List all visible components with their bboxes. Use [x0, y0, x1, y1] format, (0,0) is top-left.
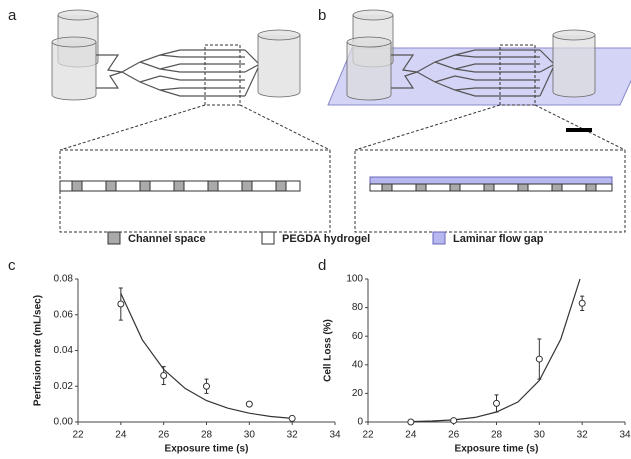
x-tick-label: 24 — [115, 430, 127, 441]
panel-label: c — [8, 257, 16, 274]
panel-label: d — [318, 257, 326, 274]
legend-label: PEGDA hydrogel — [282, 233, 370, 245]
data-point — [203, 382, 210, 390]
y-axis-title: Perfusion rate (mL/sec) — [33, 295, 44, 406]
y-axis-title: Cell Loss (%) — [323, 319, 334, 382]
y-tick-label: 60 — [352, 331, 364, 342]
y-tick-label: 40 — [352, 359, 364, 370]
x-tick-label: 26 — [158, 430, 170, 441]
x-tick-label: 26 — [448, 430, 460, 441]
y-tick-label: 80 — [352, 302, 364, 313]
x-tick-label: 32 — [287, 430, 299, 441]
panel-label: b — [318, 7, 326, 24]
diagram-a — [51, 9, 331, 233]
x-tick-label: 28 — [201, 430, 213, 441]
y-tick-label: 0.02 — [54, 381, 74, 392]
fit-curve — [120, 293, 293, 419]
diagram-b — [327, 9, 631, 233]
y-tick-label: 20 — [352, 388, 364, 399]
data-point — [493, 399, 500, 407]
cross-section-b — [369, 176, 613, 192]
y-tick-label: 0.00 — [54, 417, 74, 428]
data-point — [578, 299, 586, 307]
cross-section-a — [59, 180, 301, 192]
x-tick-label: 34 — [619, 430, 631, 441]
data-point — [407, 418, 415, 426]
x-tick-label: 30 — [534, 430, 546, 441]
legend-label: Channel space — [128, 233, 206, 245]
y-tick-label: 0 — [357, 417, 363, 428]
x-tick-label: 22 — [362, 430, 374, 441]
x-axis-title: Exposure time (s) — [165, 444, 249, 455]
panel-label: a — [8, 7, 17, 24]
data-point — [117, 300, 125, 308]
x-tick-label: 34 — [329, 430, 341, 441]
x-tick-label: 22 — [72, 430, 84, 441]
x-tick-label: 24 — [405, 430, 417, 441]
y-tick-label: 0.08 — [54, 274, 74, 285]
data-point — [160, 372, 168, 380]
x-axis-title: Exposure time (s) — [455, 444, 539, 455]
y-tick-label: 0.06 — [54, 309, 74, 320]
data-point — [535, 355, 543, 363]
data-point — [450, 417, 458, 425]
y-tick-label: 100 — [346, 274, 363, 285]
x-tick-label: 30 — [244, 430, 256, 441]
data-point — [245, 400, 253, 408]
y-tick-label: 0.04 — [54, 345, 74, 356]
legend-label: Laminar flow gap — [453, 233, 544, 245]
legend: Channel space PEGDA hydrogel Laminar flo… — [107, 231, 544, 245]
x-tick-label: 32 — [577, 430, 589, 441]
data-point — [288, 414, 296, 422]
x-tick-label: 28 — [491, 430, 503, 441]
